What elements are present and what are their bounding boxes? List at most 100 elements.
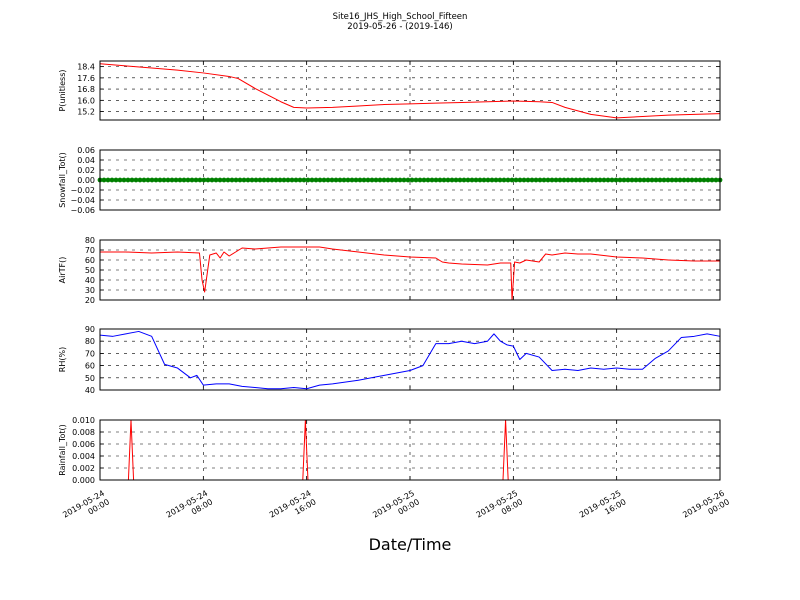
data-point [553, 177, 559, 183]
data-point [369, 177, 375, 183]
data-point [373, 177, 379, 183]
y-tick-label: 60 [85, 362, 95, 371]
data-point [697, 177, 703, 183]
y-tick-label: 0.06 [77, 146, 95, 155]
data-point [589, 177, 595, 183]
data-point [137, 177, 143, 183]
data-point [549, 177, 555, 183]
data-point [289, 177, 295, 183]
data-point [437, 177, 443, 183]
data-point [425, 177, 431, 183]
data-point [221, 177, 227, 183]
data-point [609, 177, 615, 183]
data-point [117, 177, 123, 183]
series-line [99, 63, 721, 119]
data-point [357, 177, 363, 183]
y-axis-label: RH(%) [58, 347, 67, 372]
data-point [465, 177, 471, 183]
y-tick-label: −0.02 [70, 186, 95, 195]
data-point [133, 177, 139, 183]
y-tick-label: 16.0 [77, 96, 95, 105]
data-point [457, 177, 463, 183]
data-point [253, 177, 259, 183]
data-point [701, 177, 707, 183]
y-tick-label: 0.006 [72, 440, 95, 449]
data-point [537, 177, 543, 183]
y-tick-label: 90 [85, 325, 95, 334]
y-axis-label: Rainfall_Tot() [58, 424, 67, 476]
data-point [513, 177, 519, 183]
data-point [337, 177, 343, 183]
y-axis-label: P(unitless) [58, 69, 67, 111]
data-point [277, 177, 283, 183]
data-point [685, 177, 691, 183]
data-point [557, 177, 563, 183]
data-point [177, 177, 183, 183]
data-point [121, 177, 127, 183]
y-tick-label: −0.06 [70, 206, 95, 215]
y-tick-label: 0.04 [77, 156, 95, 165]
y-tick-label: 0.000 [72, 476, 95, 485]
data-point [481, 177, 487, 183]
data-point [129, 177, 135, 183]
data-point [705, 177, 711, 183]
data-point [265, 177, 271, 183]
data-point [385, 177, 391, 183]
data-point [565, 177, 571, 183]
data-point [433, 177, 439, 183]
data-point [389, 177, 395, 183]
data-point [489, 177, 495, 183]
data-point [561, 177, 567, 183]
data-point [405, 177, 411, 183]
data-point [573, 177, 579, 183]
y-tick-label: 0.02 [77, 166, 95, 175]
data-point [157, 177, 163, 183]
data-point [661, 177, 667, 183]
data-point [193, 177, 199, 183]
data-point [629, 177, 635, 183]
data-point [345, 177, 351, 183]
data-point [601, 177, 607, 183]
data-point [541, 177, 547, 183]
data-point [441, 177, 447, 183]
data-point [693, 177, 699, 183]
data-point [325, 177, 331, 183]
data-point [445, 177, 451, 183]
data-point [105, 177, 111, 183]
data-point [413, 177, 419, 183]
data-point [585, 177, 591, 183]
data-point [681, 177, 687, 183]
data-point [341, 177, 347, 183]
data-point [453, 177, 459, 183]
data-point [381, 177, 387, 183]
data-point [713, 177, 719, 183]
data-point [237, 177, 243, 183]
data-point [361, 177, 367, 183]
data-point [449, 177, 455, 183]
y-tick-label: 80 [85, 337, 95, 346]
y-tick-label: 0.00 [77, 176, 95, 185]
data-point [649, 177, 655, 183]
data-point [509, 177, 515, 183]
data-point [377, 177, 383, 183]
y-tick-label: 16.8 [77, 85, 95, 94]
data-point [517, 177, 523, 183]
plot-frame [99, 419, 721, 481]
data-point [301, 177, 307, 183]
y-tick-label: 0.010 [72, 416, 95, 425]
data-point [161, 177, 167, 183]
data-point [473, 177, 479, 183]
subplot-4: 90 80 70 60 50 40 RH(%) [58, 325, 721, 395]
data-point [493, 177, 499, 183]
data-point [677, 177, 683, 183]
data-point [209, 177, 215, 183]
series-line [99, 330, 721, 390]
data-point [189, 177, 195, 183]
data-point [213, 177, 219, 183]
data-point [293, 177, 299, 183]
